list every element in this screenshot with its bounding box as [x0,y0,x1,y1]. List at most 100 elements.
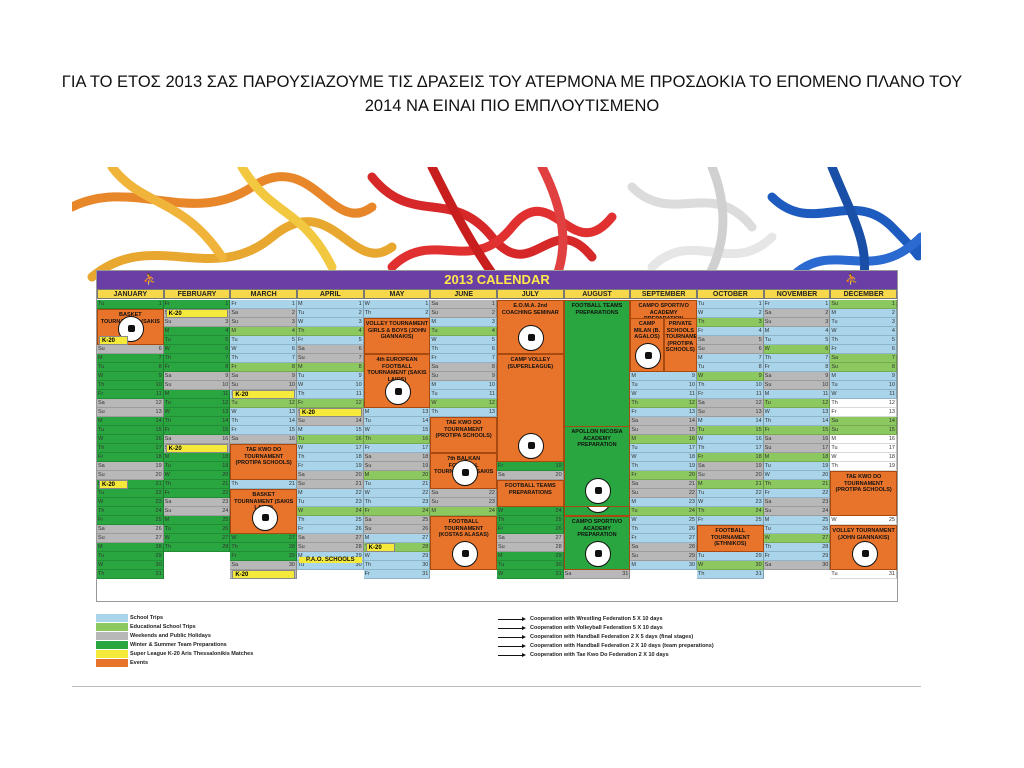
day-cell: Fr 1 [763,300,831,309]
day-cell: Sa 8 [430,363,497,372]
day-cell: W 11 [630,390,697,399]
day-number: 18 [688,454,695,460]
weekday-abbr: Fr [431,355,437,361]
weekday-abbr: Tu [431,391,438,397]
weekday-abbr: Sa [231,436,239,442]
day-number: 18 [888,454,895,460]
day-cell: W 24 [297,507,364,516]
day-number: 21 [288,481,295,487]
day-number: 15 [888,427,895,433]
day-cell: Su 2 [430,309,497,318]
day-number: 20 [688,472,695,478]
day-number: 28 [688,544,695,550]
day-number: 19 [155,463,162,469]
weekday-abbr: Th [231,355,238,361]
day-cell: Tu 22 [697,489,764,498]
day-number: 11 [355,391,362,397]
month-header: OCTOBER [697,289,764,299]
day-cell: Th 12 [830,399,897,408]
day-number: 19 [755,463,762,469]
weekday-abbr: Th [98,571,105,577]
weekday-abbr: Sa [631,544,639,550]
day-cell: Th 28 [763,543,831,552]
day-cell: Tu 10 [630,381,697,390]
weekday-abbr: M [631,436,636,442]
weekday-abbr: Su [164,319,172,325]
day-number: 25 [755,517,762,523]
weekday-abbr: W [698,436,704,442]
day-number: 27 [355,535,362,541]
weekday-abbr: Tu [298,562,305,568]
legend-label: School Trips [130,615,164,621]
weekday-abbr: Su [764,445,772,451]
day-number: 21 [422,481,429,487]
day-number: 28 [422,544,429,550]
day-number: 9 [491,373,495,379]
weekday-abbr: Tu [164,337,171,343]
weekday-abbr: M [98,418,103,424]
weekday-abbr: Tu [764,337,771,343]
day-number: 28 [822,544,829,550]
day-number: 6 [825,346,829,352]
day-number: 6 [491,346,495,352]
weekday-abbr: Sa [431,301,439,307]
day-number: 23 [355,499,362,505]
event-block: E.O.M.A. 2nd COACHING SEMINAR [497,300,564,354]
day-number: 18 [155,454,162,460]
day-number: 29 [688,553,695,559]
day-number: 27 [555,535,562,541]
day-cell: Tu 14 [363,417,431,426]
day-cell: Tu 15 [697,426,764,435]
event-block: CAMP MILAN (B. AGALOS) [630,318,664,372]
day-cell: Tu 19 [163,462,231,471]
ball-icon [451,541,478,567]
event-block: APOLLON NICOSIA ACADEMY PREPARATION [563,426,631,507]
day-number: 7 [158,355,162,361]
day-number: 16 [888,436,895,442]
day-number: 2 [291,310,295,316]
weekday-abbr: W [98,373,104,379]
day-cell: Su 8 [830,363,897,372]
weekday-abbr: Fr [698,454,704,460]
day-cell: Fr 25 [97,516,164,525]
day-cell: Sa 12 [97,399,164,408]
day-number: 9 [825,373,829,379]
day-number: 1 [425,301,429,307]
legend-swatch [96,632,128,640]
legend-item: Super League K-20 Aris Thessalonikis Mat… [96,650,296,658]
weekday-abbr: Su [431,310,439,316]
day-cell: W 20 [163,471,231,480]
day-cell: Th 16 [363,435,431,444]
weekday-abbr: Tu [698,301,705,307]
weekday-abbr: W [831,454,837,460]
rope-net-background-image [72,167,921,287]
weekday-abbr: W [698,310,704,316]
pao-schools-label: P.A.O. SCHOOLS [299,557,362,563]
day-cell: Tu 29 [97,552,164,561]
weekday-abbr: Sa [498,535,505,541]
day-number: 21 [688,481,695,487]
day-cell: Fr 8 [230,363,297,372]
footer-divider [72,686,921,687]
day-number: 1 [491,301,495,307]
day-cell: Sa 19 [697,462,764,471]
day-cell: Fr 26 [297,525,364,534]
day-number: 17 [355,445,362,451]
day-number: 12 [755,400,762,406]
day-number: 12 [155,400,162,406]
day-cell: W 27 [230,534,297,543]
day-number: 19 [822,463,829,469]
weekday-abbr: M [831,373,836,379]
weekday-abbr: W [831,391,837,397]
day-cell: Sa 9 [763,372,831,381]
day-cell: Tu 30 [497,561,564,570]
weekday-abbr: Su [98,346,105,352]
weekday-abbr: W [98,562,104,568]
day-cell: Sa 23 [763,498,831,507]
weekday-abbr: M [698,481,703,487]
day-cell: Su 3 [163,318,231,327]
k20-match-badge: K-20 [299,408,362,417]
